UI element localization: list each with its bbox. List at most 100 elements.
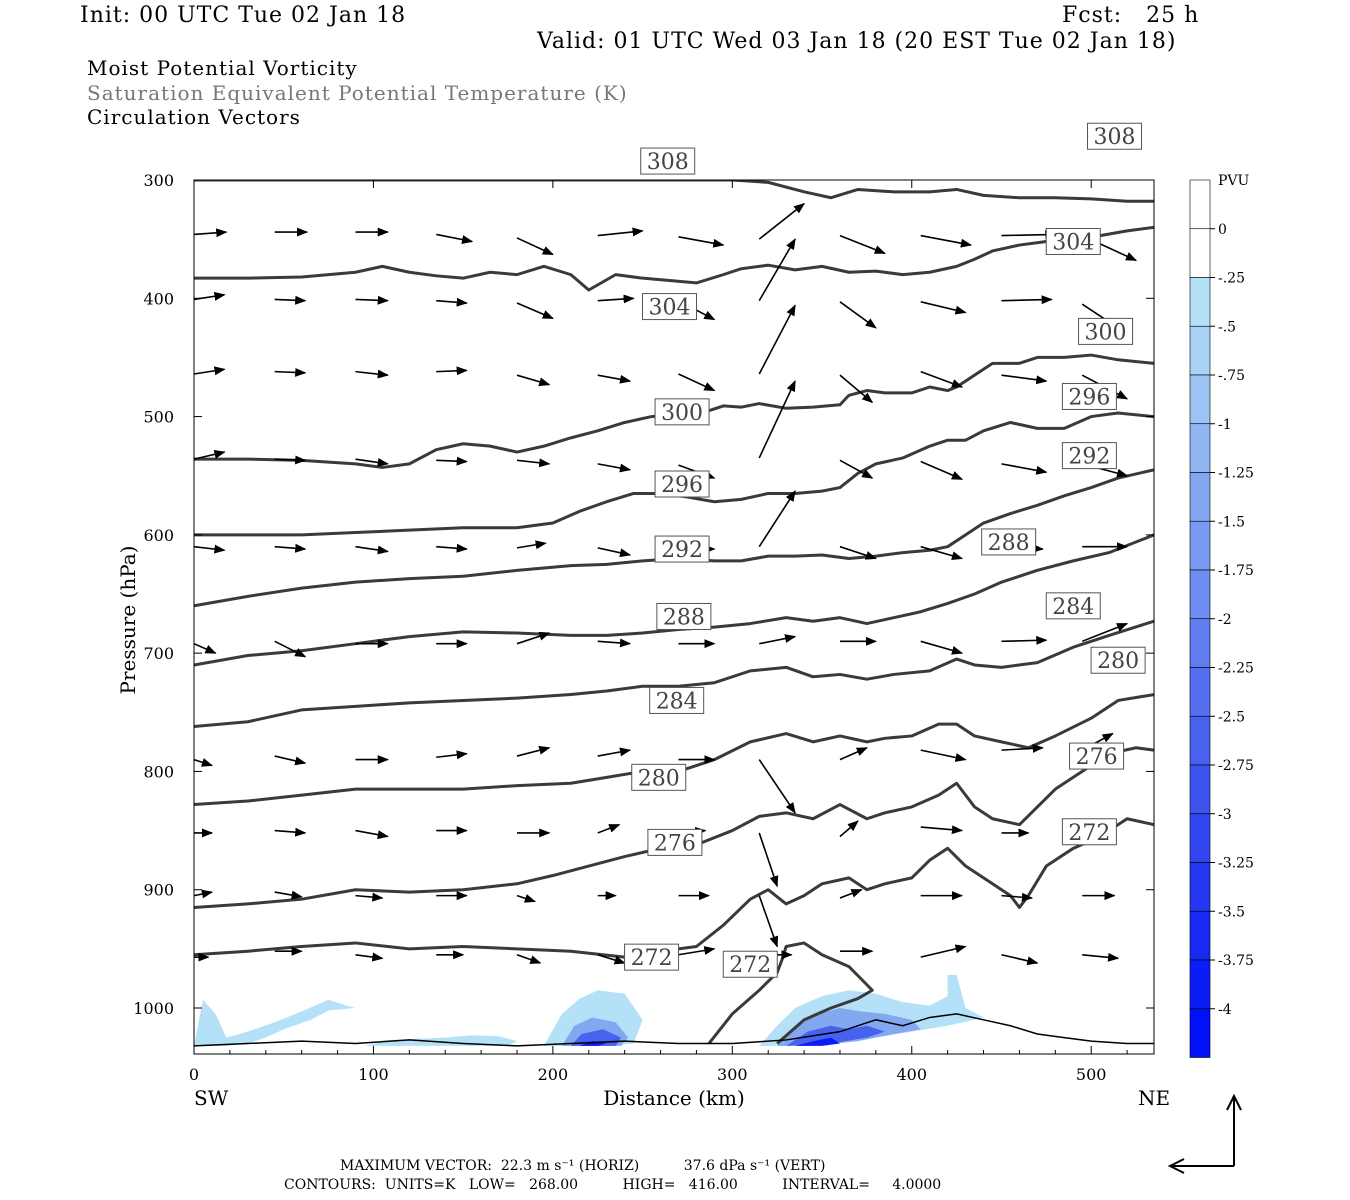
axes: 0 100 200 300 400 500 300 400 500 600 700 800 900 100…: [133, 171, 1154, 1084]
vector-98: [355, 892, 384, 902]
vector-5: [597, 227, 644, 237]
vector-41: [597, 463, 632, 473]
vector-57: [920, 545, 964, 561]
contour-label-4: 284: [656, 689, 698, 714]
vector-100: [516, 894, 536, 903]
vector-43: [758, 380, 796, 459]
vector-56: [839, 545, 877, 560]
vector-39: [436, 456, 468, 466]
vector-60: [193, 642, 217, 654]
colorbar-unit: PVU: [1218, 173, 1250, 189]
y-tick-label-300: 300: [143, 171, 174, 190]
vector-69: [920, 640, 964, 655]
colorbar-swatch-7: [1189, 520, 1211, 571]
vector-44: [839, 459, 874, 479]
vector-117: [920, 944, 967, 958]
colorbar-label-5: -1.25: [1218, 466, 1254, 482]
x-tick-label-300: 300: [717, 1065, 748, 1084]
x-tick-label-400: 400: [896, 1065, 927, 1084]
y-tick-label-800: 800: [143, 762, 174, 781]
vector-71: [1081, 622, 1129, 643]
vector-106: [1001, 892, 1034, 902]
colorbar-label-14: -3.5: [1218, 904, 1245, 920]
edge-label-9: 272: [1068, 821, 1110, 846]
vector-21: [920, 301, 967, 315]
y-axis-label: Pressure (hPa): [116, 546, 140, 695]
terrain-path: [194, 1013, 1154, 1047]
contour-label-5: 288: [663, 605, 705, 630]
y-tick-label-500: 500: [143, 408, 174, 427]
vector-81: [920, 749, 967, 762]
colorbar-swatch-8: [1189, 569, 1211, 620]
x-tick-label-100: 100: [358, 1065, 389, 1084]
contour-label-9: 304: [649, 296, 691, 321]
colorbar-swatch-5: [1189, 423, 1211, 473]
colorbar-label-1: -.25: [1218, 271, 1245, 287]
vector-80: [839, 747, 868, 761]
vector-89: [597, 823, 621, 834]
vector-77: [597, 747, 632, 757]
edge-label-0: 308: [1094, 125, 1136, 150]
colorbar-swatch-0: [1189, 179, 1211, 230]
vector-14: [355, 295, 389, 305]
field-title-mpv: Moist Potential Vorticity: [87, 56, 358, 80]
colorbar-swatch-16: [1189, 959, 1211, 1010]
y-tick-label-1000: 1000: [133, 999, 174, 1018]
pv-shading-layer: [194, 974, 984, 1046]
contour-labels: 272 272 276 280 284 288 292 296 300 304 308 308 304 3…: [624, 122, 1146, 978]
vector-26: [355, 369, 389, 379]
vector-85: [274, 827, 307, 837]
vector-28: [516, 374, 551, 387]
colorbar-swatch-11: [1189, 715, 1211, 766]
vector-79: [758, 759, 796, 814]
vector-82: [1001, 743, 1044, 753]
colorbar-label-7: -1.75: [1218, 563, 1254, 579]
vector-13: [274, 295, 307, 305]
contour-308-10: [194, 180, 1154, 203]
colorbar-swatch-6: [1189, 472, 1211, 522]
vector-97: [274, 890, 303, 900]
contour-304-9: [194, 225, 1154, 292]
contour-288-5: [194, 533, 1154, 667]
field-title-theta-es: Saturation Equivalent Potential Temperat…: [87, 81, 628, 105]
pv-shade-3: [364, 1035, 517, 1046]
contour-label-8-box: [654, 398, 710, 426]
vector-72: [193, 758, 214, 767]
edge-label-0-box: [1087, 122, 1143, 150]
contour-label-3-box: [631, 763, 687, 791]
vector-86: [355, 829, 389, 840]
edge-label-8-box: [1069, 742, 1125, 770]
colorbar-label-11: -2.75: [1218, 758, 1254, 774]
reference-vector-icon: [1167, 1093, 1242, 1174]
vector-20: [839, 301, 877, 329]
vector-31: [758, 304, 796, 375]
vector-67: [759, 634, 797, 645]
vector-93: [920, 825, 964, 835]
vector-33: [920, 370, 964, 388]
colorbar-label-0: 0: [1218, 222, 1227, 238]
vector-9: [920, 234, 973, 248]
vector-75: [436, 750, 468, 760]
plot-frame: [193, 179, 1155, 1055]
colorbar-label-10: -2.5: [1218, 709, 1245, 725]
vector-110: [355, 952, 384, 962]
colorbar-label-8: -2: [1218, 612, 1232, 628]
edge-label-4: 292: [1068, 445, 1110, 470]
vector-118: [1001, 953, 1039, 966]
vector-32: [839, 374, 874, 404]
vector-29: [597, 374, 632, 384]
valid-time: Valid: 01 UTC Wed 03 Jan 18 (20 EST Tue …: [537, 29, 1177, 54]
vector-6: [678, 235, 725, 248]
x-axis-label: Distance (km): [603, 1086, 745, 1110]
vector-104: [839, 888, 863, 899]
vector-36: [193, 449, 226, 460]
vector-96: [193, 889, 214, 899]
colorbar-swatch-17: [1189, 1008, 1211, 1058]
edge-label-5: 288: [988, 531, 1030, 556]
contour-label-7: 296: [661, 473, 703, 498]
vector-27: [436, 366, 468, 376]
edge-label-3-box: [1061, 382, 1117, 410]
vector-22: [1001, 295, 1053, 305]
vector-19: [758, 238, 796, 302]
init-time: Init: 00 UTC Tue 02 Jan 18: [80, 3, 407, 28]
